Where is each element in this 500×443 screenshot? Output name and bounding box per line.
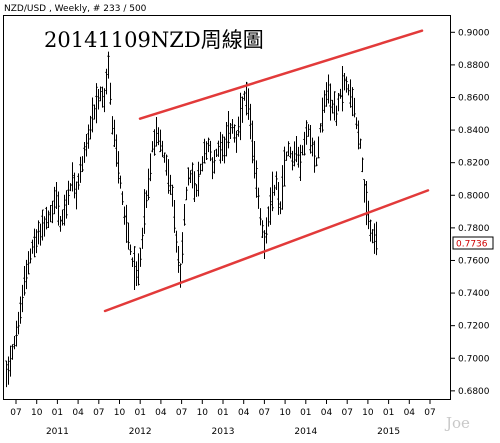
trendline-upper bbox=[138, 29, 424, 120]
y-axis: 0.9000 0.8800 0.8600 0.8400 0.8200 0.8000 0.78… bbox=[450, 28, 490, 397]
x-tick-label: 04 bbox=[404, 408, 416, 418]
x-tick-label: 04 bbox=[72, 408, 84, 418]
x-tick-label: 07 bbox=[93, 408, 104, 418]
x-tick-label: 04 bbox=[238, 408, 250, 418]
y-tick-label: 0.8400 bbox=[458, 126, 490, 136]
trendline-lower bbox=[103, 189, 430, 313]
x-year-label: 2015 bbox=[377, 427, 400, 437]
x-tick-label: 01 bbox=[300, 408, 311, 418]
x-year-label: 2014 bbox=[294, 427, 317, 437]
y-tick-label: 0.7000 bbox=[458, 354, 490, 364]
y-tick-label: 0.7200 bbox=[458, 322, 490, 332]
x-tick-label: 10 bbox=[279, 408, 291, 418]
x-year-label: 2013 bbox=[212, 427, 235, 437]
x-tick-label: 01 bbox=[383, 408, 394, 418]
y-tick-label: 0.8800 bbox=[458, 61, 490, 71]
x-tick-label: 01 bbox=[217, 408, 228, 418]
x-tick-label: 07 bbox=[424, 408, 435, 418]
y-tick-label: 0.7600 bbox=[458, 256, 490, 266]
x-tick-label: 10 bbox=[114, 408, 126, 418]
current-price-box bbox=[452, 236, 494, 250]
trendlines-group bbox=[103, 29, 430, 313]
x-tick-label: 07 bbox=[10, 408, 21, 418]
candles-group bbox=[5, 51, 378, 388]
y-tick-label: 0.6800 bbox=[458, 387, 490, 397]
x-axis: 07 10 01 04 07 10 01 04 07 10 01 04 07 10 01 04 07 10 01 04… bbox=[10, 399, 436, 437]
x-tick-label: 10 bbox=[362, 408, 374, 418]
x-year-label: 2011 bbox=[46, 427, 69, 437]
y-tick-label: 0.9000 bbox=[458, 28, 490, 38]
x-year-label: 2012 bbox=[129, 427, 152, 437]
y-tick-label: 0.8000 bbox=[458, 191, 490, 201]
chart-title: 20141109NZD周線圖 bbox=[44, 28, 264, 52]
x-tick-label: 07 bbox=[176, 408, 187, 418]
x-tick-label: 01 bbox=[134, 408, 145, 418]
x-tick-label: 01 bbox=[52, 408, 63, 418]
plot-frame bbox=[3, 15, 451, 400]
x-tick-label: 04 bbox=[155, 408, 167, 418]
y-tick-label: 0.7800 bbox=[458, 224, 490, 234]
y-tick-label: 0.7400 bbox=[458, 289, 490, 299]
y-tick-label: 0.8600 bbox=[458, 93, 490, 103]
y-tick-label: 0.8200 bbox=[458, 159, 490, 169]
x-tick-label: 07 bbox=[341, 408, 352, 418]
x-tick-label: 10 bbox=[197, 408, 209, 418]
current-price-label: 0.7736 bbox=[456, 240, 488, 250]
x-tick-label: 04 bbox=[321, 408, 333, 418]
symbol-header: NZD/USD , Weekly, # 233 / 500 bbox=[4, 4, 147, 14]
x-tick-label: 07 bbox=[259, 408, 270, 418]
watermark: Joe bbox=[444, 414, 470, 432]
x-tick-label: 10 bbox=[31, 408, 43, 418]
